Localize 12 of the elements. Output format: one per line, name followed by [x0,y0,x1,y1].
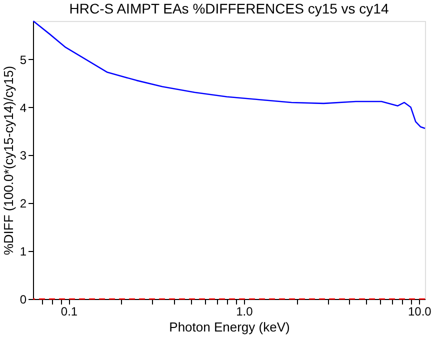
x-tick-label: 0.1 [60,304,78,318]
y-tick-label: 0 [20,292,27,306]
y-tick-label: 3 [20,148,27,163]
x-tick-label: 10.0 [408,304,432,318]
chart-title: HRC-S AIMPT EAs %DIFFERENCES cy15 vs cy14 [69,0,389,16]
x-axis-title: Photon Energy (keV) [169,320,290,334]
y-tick-label: 4 [20,100,27,115]
y-tick-label: 5 [20,52,27,67]
y-tick-label: 2 [20,196,27,211]
x-tick-label: 1.0 [236,304,254,318]
y-tick-label: 1 [20,244,27,259]
y-axis-title: %DIFF (100.0*(cy15-cy14)/cy15) [0,66,16,256]
